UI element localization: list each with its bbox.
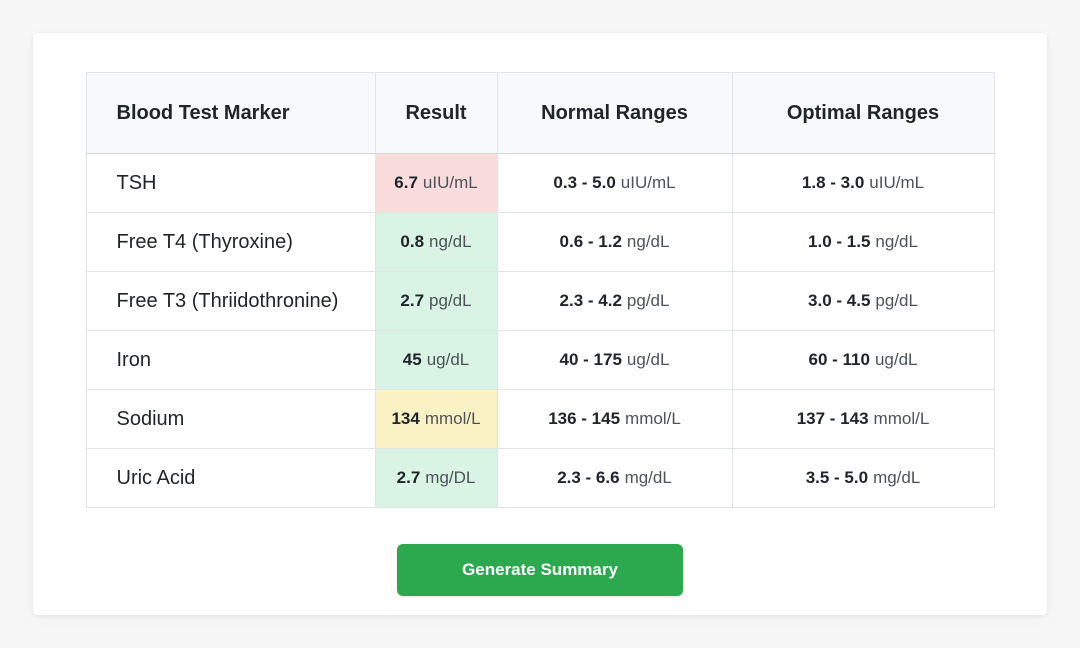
header-result: Result xyxy=(374,72,498,154)
normal-range-unit: ug/dL xyxy=(626,350,670,369)
result-value: 2.7 xyxy=(396,468,421,487)
blood-test-table: Blood Test Marker Result Normal Ranges O… xyxy=(85,72,995,508)
optimal-range-value: 60 - 110 xyxy=(808,350,870,369)
result-cell: 2.7 pg/dL xyxy=(374,271,498,331)
normal-range-cell: 2.3 - 4.2 pg/dL xyxy=(496,271,733,331)
table-row: Free T3 (Thriidothronine) 2.7 pg/dL 2.3 -… xyxy=(85,271,995,331)
normal-range-value: 2.3 - 6.6 xyxy=(557,468,620,487)
result-unit: uIU/mL xyxy=(422,173,478,192)
optimal-range-cell: 3.0 - 4.5 pg/dL xyxy=(731,271,995,331)
result-value: 2.7 xyxy=(400,291,425,310)
normal-range-value: 40 - 175 xyxy=(559,350,622,369)
optimal-range-value: 1.0 - 1.5 xyxy=(808,232,871,251)
optimal-range-value: 1.8 - 3.0 xyxy=(801,173,865,192)
button-row: Generate Summary xyxy=(33,544,1047,596)
normal-range-value: 0.6 - 1.2 xyxy=(559,232,622,251)
optimal-range-cell: 1.8 - 3.0 uIU/mL xyxy=(731,153,995,213)
result-cell: 134 mmol/L xyxy=(374,389,498,449)
result-unit: mmol/L xyxy=(424,409,481,428)
optimal-range-cell: 3.5 - 5.0 mg/dL xyxy=(731,448,995,508)
normal-range-value: 2.3 - 4.2 xyxy=(559,291,622,310)
optimal-range-unit: ng/dL xyxy=(875,232,918,251)
marker-cell: TSH xyxy=(85,153,376,213)
normal-range-unit: pg/dL xyxy=(626,291,670,310)
normal-range-cell: 0.6 - 1.2 ng/dL xyxy=(496,212,733,272)
optimal-range-value: 137 - 143 xyxy=(796,409,869,428)
table-row: Sodium 134 mmol/L 136 - 145 mmol/L 137 - 1… xyxy=(85,389,995,449)
optimal-range-cell: 137 - 143 mmol/L xyxy=(731,389,995,449)
result-unit: ug/dL xyxy=(426,350,470,369)
normal-range-unit: ng/dL xyxy=(626,232,670,251)
optimal-range-value: 3.0 - 4.5 xyxy=(808,291,871,310)
normal-range-cell: 2.3 - 6.6 mg/dL xyxy=(496,448,733,508)
table-row: Uric Acid 2.7 mg/DL 2.3 - 6.6 mg/dL 3.5 - … xyxy=(85,448,995,508)
table-body: TSH 6.7 uIU/mL 0.3 - 5.0 uIU/mL 1.8 - 3.0 u… xyxy=(85,153,995,508)
marker-cell: Uric Acid xyxy=(85,448,376,508)
header-optimal-ranges: Optimal Ranges xyxy=(731,72,995,154)
result-value: 0.8 xyxy=(400,232,425,251)
result-value: 45 xyxy=(402,350,422,369)
normal-range-value: 136 - 145 xyxy=(548,409,621,428)
marker-cell: Sodium xyxy=(85,389,376,449)
table-header: Blood Test Marker Result Normal Ranges O… xyxy=(85,72,995,154)
normal-range-unit: uIU/mL xyxy=(620,173,676,192)
marker-cell: Free T3 (Thriidothronine) xyxy=(85,271,376,331)
generate-summary-button[interactable]: Generate Summary xyxy=(397,544,683,596)
result-cell: 6.7 uIU/mL xyxy=(374,153,498,213)
normal-range-unit: mmol/L xyxy=(625,409,681,428)
table-row: TSH 6.7 uIU/mL 0.3 - 5.0 uIU/mL 1.8 - 3.0 u… xyxy=(85,153,995,213)
header-blood-test-marker: Blood Test Marker xyxy=(85,72,376,154)
optimal-range-cell: 60 - 110 ug/dL xyxy=(731,330,995,390)
result-unit: pg/dL xyxy=(429,291,472,310)
header-normal-ranges: Normal Ranges xyxy=(496,72,733,154)
table-row: Iron 45 ug/dL 40 - 175 ug/dL 60 - 110 ug/dL xyxy=(85,330,995,390)
marker-cell: Iron xyxy=(85,330,376,390)
result-cell: 0.8 ng/dL xyxy=(374,212,498,272)
optimal-range-value: 3.5 - 5.0 xyxy=(805,468,869,487)
result-unit: ng/dL xyxy=(429,232,472,251)
marker-cell: Free T4 (Thyroxine) xyxy=(85,212,376,272)
normal-range-value: 0.3 - 5.0 xyxy=(553,173,616,192)
optimal-range-unit: ug/dL xyxy=(874,350,918,369)
optimal-range-unit: uIU/mL xyxy=(869,173,925,192)
optimal-range-unit: pg/dL xyxy=(875,291,918,310)
result-unit: mg/DL xyxy=(425,468,476,487)
header-row: Blood Test Marker Result Normal Ranges O… xyxy=(85,72,995,154)
result-value: 6.7 xyxy=(394,173,418,192)
blood-test-card: Blood Test Marker Result Normal Ranges O… xyxy=(33,33,1047,615)
table-row: Free T4 (Thyroxine) 0.8 ng/dL 0.6 - 1.2 ng… xyxy=(85,212,995,272)
optimal-range-unit: mg/dL xyxy=(873,468,921,487)
optimal-range-cell: 1.0 - 1.5 ng/dL xyxy=(731,212,995,272)
normal-range-cell: 40 - 175 ug/dL xyxy=(496,330,733,390)
normal-range-cell: 136 - 145 mmol/L xyxy=(496,389,733,449)
normal-range-unit: mg/dL xyxy=(624,468,672,487)
normal-range-cell: 0.3 - 5.0 uIU/mL xyxy=(496,153,733,213)
result-value: 134 xyxy=(391,409,420,428)
result-cell: 45 ug/dL xyxy=(374,330,498,390)
result-cell: 2.7 mg/DL xyxy=(374,448,498,508)
optimal-range-unit: mmol/L xyxy=(873,409,930,428)
